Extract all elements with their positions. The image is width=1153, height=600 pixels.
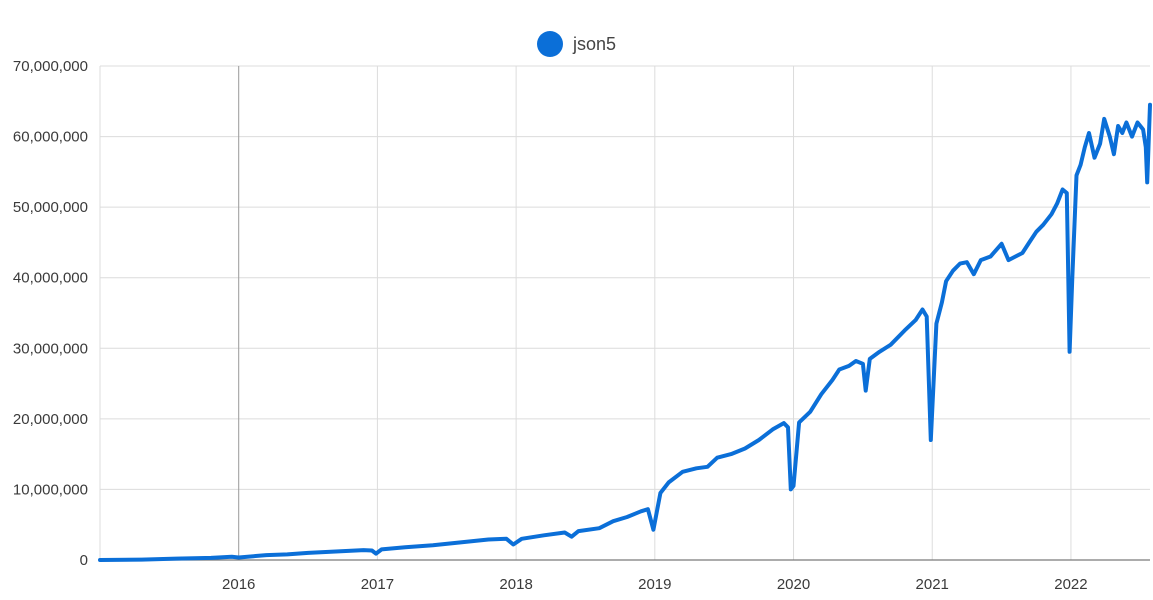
y-tick-label: 60,000,000 — [13, 129, 88, 146]
x-tick-label: 2018 — [499, 576, 532, 593]
y-tick-label: 30,000,000 — [13, 340, 88, 357]
x-tick-label: 2019 — [638, 576, 671, 593]
series-line-json5 — [98, 102, 1152, 562]
x-tick-label: 2017 — [361, 576, 394, 593]
y-tick-label: 40,000,000 — [13, 270, 88, 287]
y-tick-label: 10,000,000 — [13, 481, 88, 498]
y-tick-labels: 0 10,000,000 20,000,000 30,000,000 40,000,00… — [13, 58, 88, 569]
chart-legend: json5 — [0, 28, 1153, 60]
y-tick-label: 0 — [80, 552, 88, 569]
legend-label-json5: json5 — [572, 33, 617, 54]
grid-lines — [100, 65, 1150, 560]
y-tick-label: 50,000,000 — [13, 199, 88, 216]
x-tick-label: 2022 — [1054, 576, 1087, 593]
x-tick-label: 2016 — [222, 576, 255, 593]
y-tick-label: 70,000,000 — [13, 58, 88, 75]
x-tick-label: 2020 — [777, 576, 810, 593]
series-lines — [98, 102, 1152, 562]
legend-swatch-json5 — [536, 31, 563, 57]
x-tick-label: 2021 — [916, 576, 949, 593]
x-tick-labels: 2016 2017 2018 2019 2020 2021 2022 — [222, 576, 1088, 593]
y-tick-label: 20,000,000 — [13, 411, 88, 428]
axes — [99, 66, 1150, 561]
